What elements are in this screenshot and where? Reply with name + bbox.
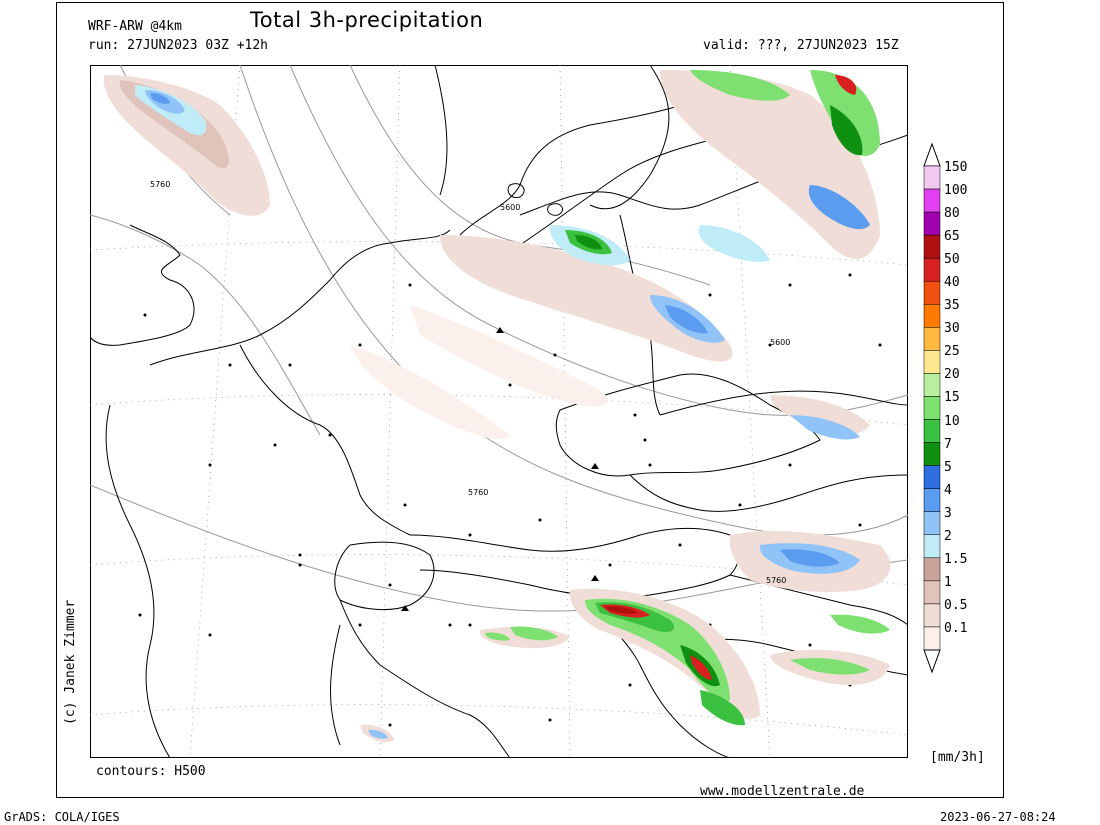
precipitation-map: 5760 5600 5600 5760 5760 — [90, 65, 908, 758]
legend-label: 80 — [944, 206, 960, 222]
legend-swatch — [923, 626, 941, 651]
legend-label: 35 — [944, 298, 960, 314]
legend-label: 50 — [944, 252, 960, 268]
contour-label: 5600 — [500, 203, 520, 212]
grads-credit: GrADS: COLA/IGES — [4, 810, 120, 824]
legend-swatch — [923, 234, 941, 259]
legend-swatch — [923, 188, 941, 213]
legend-swatch — [923, 580, 941, 605]
contour-label: 5600 — [770, 338, 790, 347]
precipitation-areas — [103, 70, 891, 743]
legend-swatch — [923, 327, 941, 351]
legend-label: 4 — [944, 482, 952, 498]
model-label: WRF-ARW @4km — [88, 19, 182, 34]
valid-label: valid: ???, 27JUN2023 15Z — [703, 38, 899, 53]
legend-units: [mm/3h] — [930, 750, 985, 765]
legend-swatch — [923, 211, 941, 236]
contour-label: 5760 — [150, 180, 170, 189]
legend-swatch — [923, 511, 941, 536]
legend-swatch — [923, 534, 941, 559]
legend-label: 1 — [944, 574, 952, 590]
timestamp: 2023-06-27-08:24 — [940, 810, 1056, 824]
legend-label: 150 — [944, 160, 968, 175]
legend-label: 25 — [944, 344, 960, 360]
legend-cap-top — [923, 142, 941, 167]
legend-swatch — [923, 396, 941, 420]
legend-swatch — [923, 419, 941, 443]
contour-label: 5760 — [468, 488, 488, 497]
legend-label: 30 — [944, 321, 960, 337]
legend-label: 5 — [944, 459, 952, 475]
legend-label: 10 — [944, 413, 960, 429]
legend-label: 65 — [944, 229, 960, 245]
legend-label: 1.5 — [944, 551, 968, 567]
legend-swatch — [923, 304, 941, 328]
legend-swatch — [923, 557, 941, 582]
legend-swatch — [923, 465, 941, 489]
legend-swatch — [923, 280, 941, 305]
legend-label: 3 — [944, 505, 952, 521]
contours-label: contours: H500 — [96, 764, 206, 779]
legend-label: 7 — [944, 436, 952, 452]
legend-swatch — [923, 442, 941, 466]
map-title: Total 3h-precipitation — [250, 8, 484, 32]
contour-label: 5760 — [766, 576, 786, 585]
legend-label: 2 — [944, 528, 952, 544]
copyright: (c) Janek Zimmer — [63, 599, 78, 725]
legend-swatch — [923, 350, 941, 374]
legend-label: 40 — [944, 275, 960, 291]
legend-cap-bottom — [923, 649, 941, 674]
legend-label: 100 — [944, 183, 968, 199]
legend-swatch — [923, 603, 941, 628]
run-label: run: 27JUN2023 03Z +12h — [88, 38, 269, 53]
website-link[interactable]: www.modellzentrale.de — [700, 784, 865, 799]
legend-swatch — [923, 165, 941, 190]
legend-label: 0.1 — [944, 620, 968, 636]
legend-label: 15 — [944, 390, 960, 406]
legend-label: 20 — [944, 367, 960, 383]
legend-label: 0.5 — [944, 597, 968, 613]
plot-frame — [56, 2, 1004, 798]
legend-swatch — [923, 373, 941, 397]
legend-swatch — [923, 257, 941, 282]
legend-swatch — [923, 488, 941, 512]
color-legend — [923, 142, 941, 674]
